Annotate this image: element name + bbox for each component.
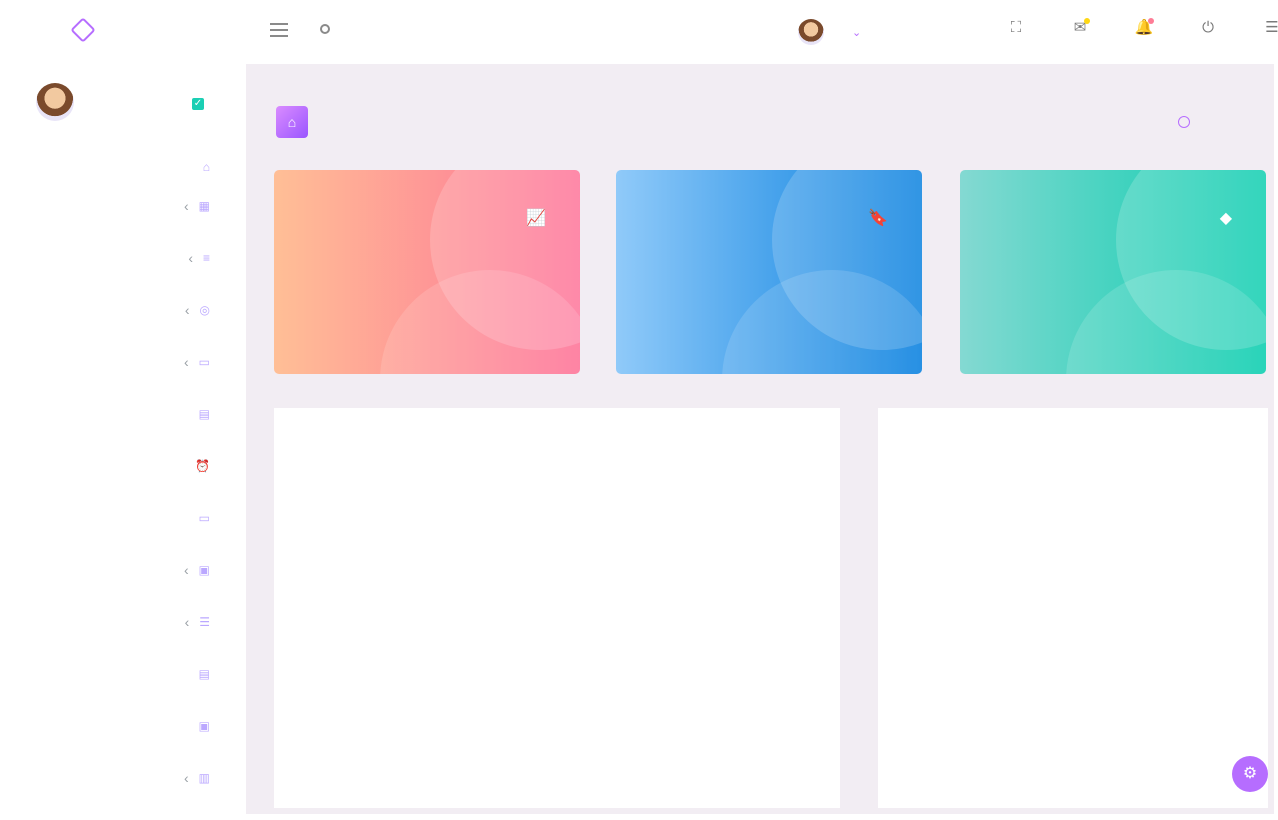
header-icons: ⛶ ✉ 🔔 ⏻ ☰ [1004, 16, 1278, 40]
sidebar-item-icons[interactable]: ‹ ▣ [30, 544, 214, 596]
format-list-icon: ☰ [199, 615, 210, 629]
search-icon [320, 24, 330, 34]
apps-icon: ▦ [198, 199, 210, 213]
overview-label [1178, 116, 1190, 128]
profile[interactable]: ✓ [36, 74, 210, 130]
sidebar-item-forms[interactable]: ‹ ☰ [30, 596, 214, 648]
code-icon: ▣ [198, 719, 210, 733]
sidebar-nav: ✓ ⌂ ‹ ▦ ‹ ≡ ‹ ◎ ‹ ▭ ▤ ⏰ [0, 0, 240, 820]
bell-icon: ⏰ [195, 459, 210, 473]
bell-icon[interactable]: 🔔 [1134, 18, 1154, 36]
diamond-icon: ◆ [1219, 210, 1232, 227]
sidebar-item-popups[interactable]: ▤ [30, 388, 214, 440]
monitor-icon: ▭ [198, 355, 210, 369]
card-weekly-sales: 📈 [274, 170, 580, 374]
mail-icon[interactable]: ✉ [1068, 16, 1092, 40]
sidebar-item-dashboard[interactable]: ⌂ [30, 154, 214, 180]
chevron-left-icon: ‹ [184, 614, 190, 630]
chevron-down-icon: ⌄ [852, 26, 862, 39]
user-dropdown[interactable]: ⌄ [794, 12, 1186, 52]
traffic-card [878, 408, 1268, 808]
card-weekly-orders: 🔖 [616, 170, 922, 374]
chart-icon: ▥ [198, 771, 210, 785]
chevron-left-icon: ‹ [183, 770, 189, 786]
format-list-icon[interactable]: ☰ [1265, 19, 1278, 36]
chevron-left-icon: ‹ [183, 562, 189, 578]
chevron-left-icon: ‹ [183, 198, 189, 214]
bookmark-icon: 🔖 [868, 210, 888, 227]
home-icon: ⌂ [276, 106, 308, 138]
search-input[interactable] [334, 16, 770, 46]
card-visitors-online: ◆ [960, 170, 1266, 374]
target-icon: ◎ [199, 303, 210, 317]
top-header: ⌄ ⛶ ✉ 🔔 ⏻ ☰ [244, 4, 1278, 56]
home-icon: ⌂ [202, 160, 210, 174]
chevron-left-icon: ‹ [188, 250, 193, 266]
file-icon: ▤ [198, 667, 210, 681]
settings-icon[interactable]: ⚙ [1232, 756, 1268, 792]
donut-chart [986, 480, 1152, 646]
user-avatar [798, 19, 824, 45]
layers-icon [70, 17, 96, 43]
sidebar-item-charts[interactable]: ‹ ▥ [30, 752, 214, 804]
chevron-left-icon: ‹ [184, 302, 190, 318]
sidebar-item-text-editors[interactable]: ▤ [30, 648, 214, 700]
avatar[interactable] [36, 83, 74, 121]
sidebar-item-basic-ui[interactable]: ‹ ◎ [30, 284, 214, 336]
sidebar-item-sidebar-layouts[interactable]: ‹ ≡ [30, 232, 214, 284]
chart-line-icon: 📈 [526, 210, 546, 227]
sidebar-item-sliders[interactable]: ▭ [30, 492, 214, 544]
overview-link[interactable] [1172, 116, 1190, 131]
chevron-left-icon: ‹ [183, 354, 189, 370]
bar-chart [304, 494, 830, 804]
sidebar-item-code-editors[interactable]: ▣ [30, 700, 214, 752]
stats-card [274, 408, 840, 808]
laptop-icon: ▭ [198, 511, 210, 525]
menu-toggle-icon[interactable] [270, 23, 288, 37]
power-icon[interactable]: ⏻ [1202, 19, 1214, 36]
sidebar-menu: ⌂ ‹ ▦ ‹ ≡ ‹ ◎ ‹ ▭ ▤ ⏰ ▭ [30, 154, 214, 804]
brand[interactable] [66, 10, 186, 50]
sidebar-item-advanced-ui[interactable]: ‹ ▭ [30, 336, 214, 388]
contacts-icon: ▣ [198, 563, 210, 577]
list-icon: ≡ [202, 251, 210, 265]
sidebar-item-page-layouts[interactable]: ‹ ▦ [30, 180, 214, 232]
sidebar-item-notifications[interactable]: ⏰ [30, 440, 214, 492]
check-icon: ✓ [192, 98, 204, 110]
page-header: ⌂ [272, 86, 1262, 152]
stat-cards: 📈 🔖 ◆ [264, 156, 1272, 390]
chat-icon: ▤ [198, 407, 210, 421]
fullscreen-icon[interactable]: ⛶ [1010, 19, 1022, 36]
